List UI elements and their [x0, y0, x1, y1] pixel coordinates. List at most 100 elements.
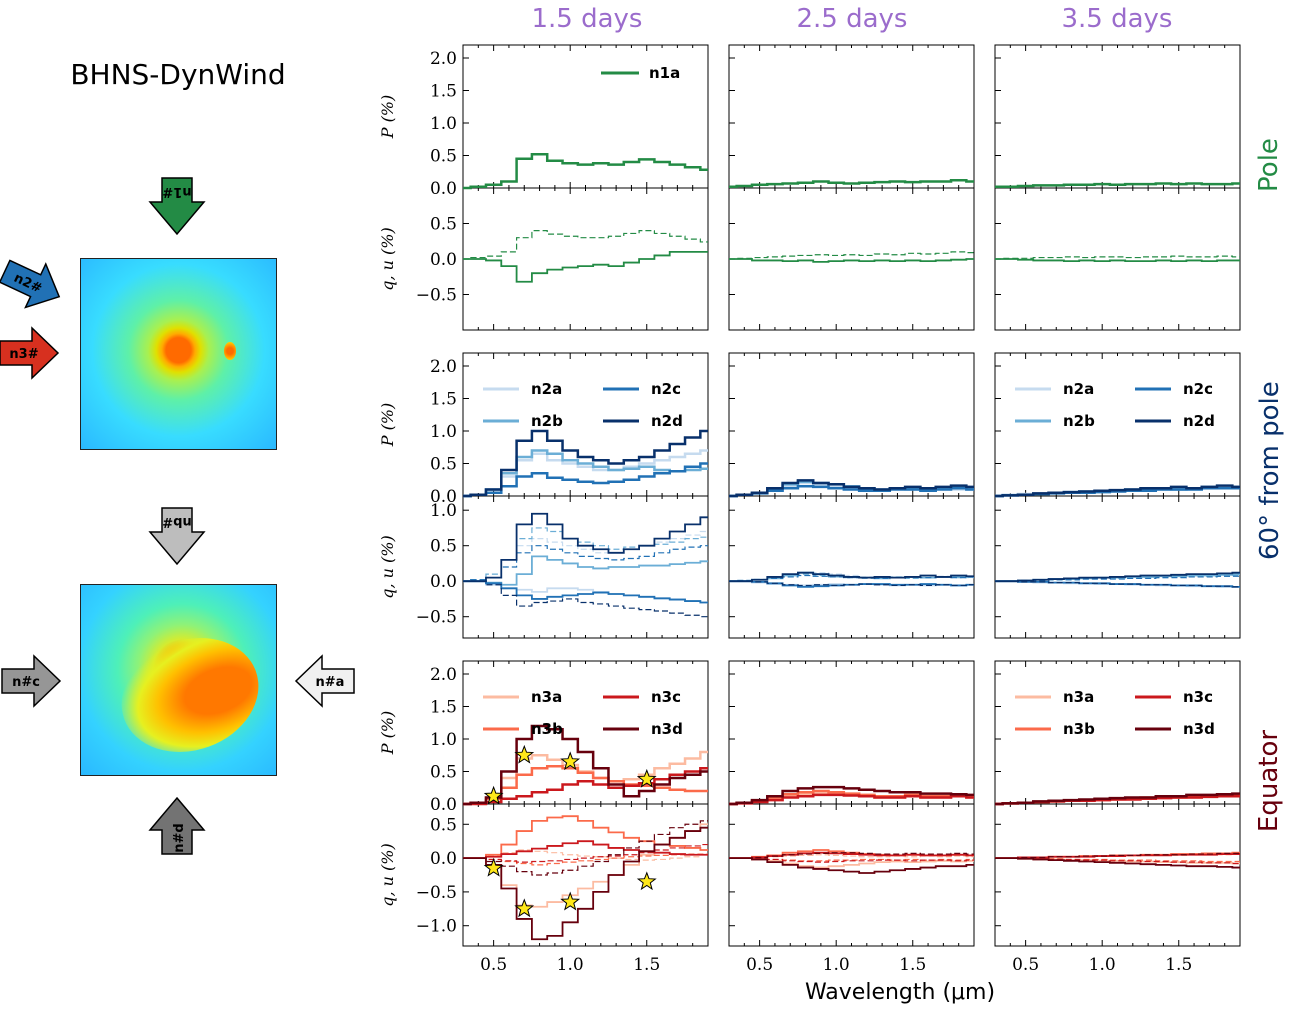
column-header-2-5-days: 2.5 days: [796, 4, 908, 34]
qu-y-tick-label: 0.0: [430, 250, 457, 270]
qu-y-tick-label: −1.0: [416, 917, 457, 937]
panel-r3-c1-qu-frame: [462, 803, 709, 947]
p-y-axis-label: P (%): [378, 711, 397, 756]
panel-r3-c1-star-marker-qu: [636, 871, 657, 891]
p-y-tick-label: 0.0: [430, 179, 457, 199]
qu-y-tick-label: 0.5: [430, 815, 457, 835]
panel-r3-c3-n3d-u-line: [995, 852, 1240, 859]
panel-r1-c2-n1a-u-line: [729, 251, 974, 260]
panel-r3-c3-n3d-P-line: [995, 792, 1240, 806]
panel-r2-c1-legend-label: n2c: [651, 380, 681, 398]
x-tick-label: 0.5: [480, 955, 507, 975]
qu-y-tick-label: 1.0: [430, 501, 457, 521]
qu-y-tick-label: −0.5: [416, 883, 457, 903]
panel-r2-c3-legend-label: n2a: [1063, 380, 1094, 398]
arrow-n1-label: n1#: [162, 184, 191, 199]
x-tick-label: 1.5: [633, 955, 660, 975]
panel-r3-c2-n3d-P-line: [729, 785, 974, 806]
arrow-nd-label: n#d: [172, 823, 187, 852]
panel-r2-c2-p-frame: [728, 352, 975, 497]
density-map-top: [80, 258, 277, 450]
panel-r1-c2-qu-frame: [728, 187, 975, 331]
qu-y-tick-label: 0.5: [430, 215, 457, 235]
arrow-nb-label: nb#: [162, 514, 192, 529]
panel-r1-c3-n1a-q-line: [995, 258, 1240, 263]
p-y-tick-label: 1.5: [430, 390, 457, 410]
panel-r1-c3-n1a-P-line: [995, 182, 1240, 188]
panel-r3-c3-n3d-q-line: [995, 857, 1240, 869]
panel-r1-c1-n1a-P-line: [463, 152, 708, 190]
panel-r3-c3-legend-label: n3b: [1063, 720, 1095, 738]
panel-r3-c3-n3b-u-line: [995, 857, 1240, 863]
panel-r2-c1-n2c-P-line: [463, 462, 708, 498]
x-tick-label: 1.0: [823, 955, 850, 975]
panel-r3-c1-n3d-u-line: [463, 820, 708, 876]
panel-r2-c1-n2b-u-line: [463, 527, 708, 582]
panel-r1-c3-n1a-u-line: [995, 255, 1240, 260]
panel-r2-c2-n2d-u-line: [729, 580, 974, 587]
qu-y-axis-label: q, u (%): [378, 843, 397, 907]
panel-r3-c1-legend-label: n3c: [651, 688, 681, 706]
panel-r2-c3-n2d-q-line: [995, 571, 1240, 583]
panel-r2-c3-legend-label: n2b: [1063, 412, 1095, 430]
panel-r1-c2-p-frame: [728, 44, 975, 189]
p-y-tick-label: 1.5: [430, 82, 457, 102]
arrow-nd-icon: n#d: [148, 796, 206, 855]
panel-r3-c2-n3d-q-line: [729, 857, 974, 874]
arrow-nc-icon: n#c: [1, 654, 62, 708]
qu-y-tick-label: −0.5: [416, 608, 457, 628]
panel-r2-c2-n2d-P-line: [729, 479, 974, 498]
panel-r2-c1-n2d-q-line: [463, 512, 708, 583]
arrow-nb-icon: nb#: [148, 507, 206, 566]
p-y-tick-label: 0.5: [430, 763, 457, 783]
panel-r3-c1-n3c-q-line: [463, 840, 708, 859]
p-y-tick-label: 1.0: [430, 114, 457, 134]
qu-y-axis-label: q, u (%): [378, 535, 397, 599]
panel-r2-c1-n2a-u-line: [463, 530, 708, 582]
panel-r3-c2-n3a-u-line: [729, 854, 974, 859]
p-y-tick-label: 0.5: [430, 147, 457, 167]
column-header-1-5-days: 1.5 days: [531, 4, 643, 34]
panel-r1-c3-p-frame: [994, 44, 1241, 189]
panel-r3-c1-star-marker-P: [636, 768, 657, 788]
panel-r3-c1-n3d-P-line: [463, 724, 708, 806]
panel-r1-c1-n1a-q-line: [463, 251, 708, 283]
panel-r3-c2-n3a-q-line: [729, 857, 974, 869]
panel-r1-c1-legend-label: n1a: [649, 64, 680, 82]
column-header-3-5-days: 3.5 days: [1061, 4, 1173, 34]
arrow-n2-icon: n2#: [0, 259, 61, 309]
panel-r3-c3-legend-label: n3d: [1183, 720, 1215, 738]
panel-r1-c2-n1a-P-line: [729, 178, 974, 188]
p-y-tick-label: 0.0: [430, 795, 457, 815]
x-axis-label: Wavelength (μm): [804, 980, 996, 1005]
panel-r3-c2-n3c-P-line: [729, 793, 974, 806]
qu-y-tick-label: 0.5: [430, 537, 457, 557]
panel-r3-c3-legend-label: n3c: [1183, 688, 1213, 706]
p-y-tick-label: 1.0: [430, 422, 457, 442]
p-y-tick-label: 0.5: [430, 455, 457, 475]
ejecta-blob: [224, 342, 236, 360]
panel-r3-c2-qu-frame: [728, 803, 975, 947]
p-y-tick-label: 1.0: [430, 730, 457, 750]
panel-r3-c2-p-frame: [728, 660, 975, 805]
panel-r2-c1-n2b-q-line: [463, 555, 708, 586]
arrow-n1-icon: n1#: [148, 177, 206, 236]
panel-r3-c1-star-marker-P: [514, 744, 535, 764]
arrow-na-label: n#a: [316, 675, 345, 690]
arrow-na-icon: n#a: [294, 654, 355, 708]
panel-r3-c2-n3d-u-line: [729, 852, 974, 859]
x-tick-label: 1.0: [557, 955, 584, 975]
x-tick-label: 1.5: [899, 955, 926, 975]
panel-r1-c2-n1a-q-line: [729, 258, 974, 263]
qu-y-tick-label: 0.0: [430, 849, 457, 869]
panel-r3-c1-n3b-q-line: [463, 815, 708, 859]
panel-r2-c1-n2d-P-line: [463, 429, 708, 498]
panel-r2-c2-qu-frame: [728, 495, 975, 639]
panel-r2-c1-n2c-q-line: [463, 580, 708, 604]
panel-r2-c1-legend-label: n2a: [531, 380, 562, 398]
panel-r2-c3-legend-label: n2d: [1183, 412, 1215, 430]
panel-r3-c3-legend-label: n3a: [1063, 688, 1094, 706]
panel-r2-c1-n2d-u-line: [463, 580, 708, 618]
p-y-tick-label: 1.5: [430, 698, 457, 718]
